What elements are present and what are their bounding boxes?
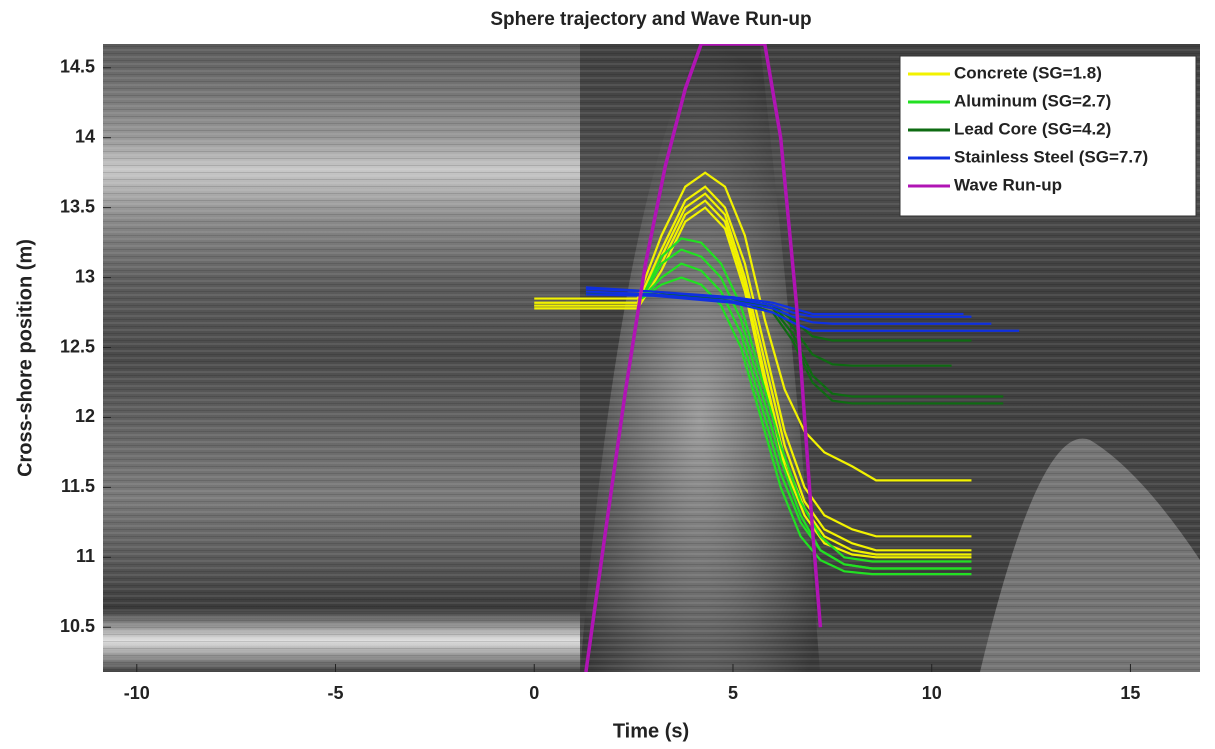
x-tick-label: 15	[1120, 683, 1140, 703]
trajectory-line	[534, 192, 972, 552]
trajectory-line	[584, 44, 823, 672]
legend-label: Stainless Steel (SG=7.7)	[954, 147, 1148, 166]
trajectory-line	[534, 199, 972, 556]
y-tick-label: 11.5	[61, 476, 95, 496]
trajectory-line	[640, 237, 972, 563]
y-tick-label: 13	[75, 266, 95, 286]
y-tick-label: 12.5	[60, 336, 95, 356]
legend-label: Aluminum (SG=2.7)	[954, 91, 1111, 110]
trajectory-line	[640, 262, 972, 570]
y-tick-label: 12	[75, 406, 95, 426]
x-tick-label: 5	[728, 683, 738, 703]
y-tick-label: 11	[76, 546, 95, 566]
trajectory-line	[585, 290, 992, 325]
plot-area	[534, 44, 1020, 672]
legend-label: Concrete (SG=1.8)	[954, 63, 1102, 82]
y-tick-label: 10.5	[60, 616, 95, 636]
x-tick-label: 0	[529, 683, 539, 703]
y-tick-label: 14.5	[60, 57, 95, 77]
trajectory-line	[585, 286, 964, 316]
y-tick-label: 13.5	[60, 196, 95, 216]
trajectory-line	[534, 171, 972, 482]
x-tick-label: -5	[328, 683, 344, 703]
x-tick-label: -10	[124, 683, 150, 703]
legend-label: Wave Run-up	[954, 175, 1062, 194]
trajectory-line	[640, 276, 972, 576]
y-tick-label: 14	[75, 126, 95, 146]
trajectory-line	[534, 206, 972, 559]
y-axis-label: Cross-shore position (m)	[14, 239, 36, 477]
x-axis-label: Time (s)	[613, 720, 689, 742]
chart-title: Sphere trajectory and Wave Run-up	[490, 9, 811, 30]
legend-label: Lead Core (SG=4.2)	[954, 119, 1111, 138]
trajectory-line	[585, 293, 1020, 332]
legend-box	[899, 55, 1197, 217]
x-tick-label: 10	[922, 683, 942, 703]
